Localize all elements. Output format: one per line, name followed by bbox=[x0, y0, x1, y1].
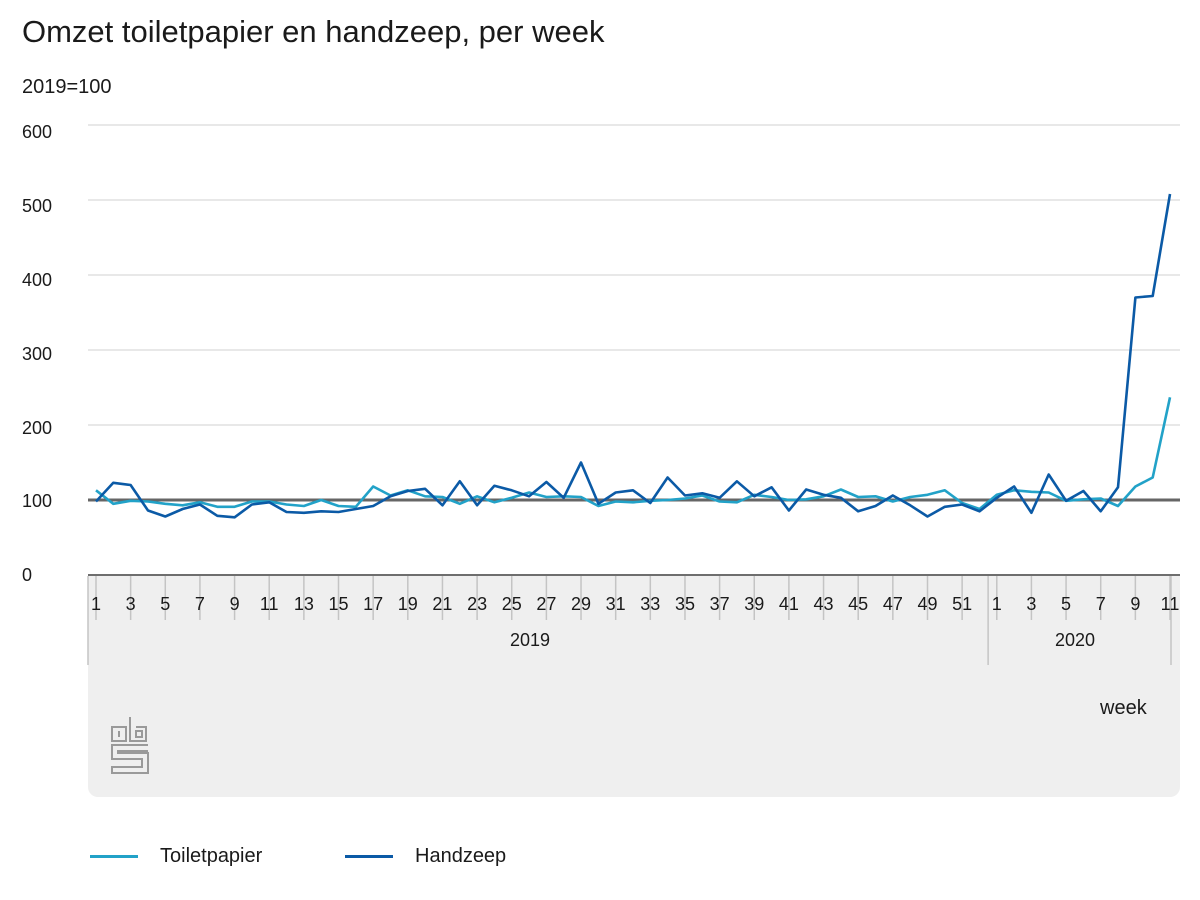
y-tick-label: 400 bbox=[22, 270, 53, 290]
x-axis-panel bbox=[88, 575, 1180, 797]
x-tick-label: 51 bbox=[952, 594, 973, 614]
x-tick-label: 43 bbox=[813, 594, 834, 614]
x-tick-label: 1 bbox=[90, 594, 102, 614]
x-tick-label: 3 bbox=[125, 594, 136, 614]
y-tick-label: 600 bbox=[22, 122, 53, 142]
x-tick-label: 11 bbox=[259, 594, 279, 614]
y-axis-unit: 2019=100 bbox=[22, 76, 112, 98]
chart-title: Omzet toiletpapier en handzeep, per week bbox=[22, 14, 605, 49]
x-tick-label: 33 bbox=[640, 594, 661, 614]
x-tick-label: 9 bbox=[229, 594, 240, 614]
x-tick-label: 9 bbox=[1130, 594, 1141, 614]
y-tick-label: 200 bbox=[22, 418, 53, 438]
x-tick-label: 29 bbox=[571, 594, 592, 614]
x-tick-label: 21 bbox=[432, 594, 453, 614]
x-tick-label: 17 bbox=[363, 594, 384, 614]
x-tick-label: 25 bbox=[501, 594, 522, 614]
y-tick-label: 100 bbox=[22, 491, 53, 511]
legend-label: Toiletpapier bbox=[160, 845, 263, 867]
x-tick-label: 49 bbox=[917, 594, 938, 614]
y-tick-label: 500 bbox=[22, 196, 53, 216]
x-tick-label: 19 bbox=[397, 594, 418, 614]
x-axis-title: week bbox=[1100, 697, 1147, 719]
series-line-toiletpapier bbox=[95, 397, 1172, 511]
x-tick-label: 5 bbox=[160, 594, 171, 614]
x-tick-label: 37 bbox=[709, 594, 730, 614]
x-tick-label: 3 bbox=[1026, 594, 1037, 614]
legend-item-handzeep[interactable]: Handzeep bbox=[345, 845, 506, 868]
x-tick-label: 27 bbox=[536, 594, 557, 614]
cbs-logo-icon bbox=[110, 715, 150, 780]
series-line-handzeep bbox=[95, 193, 1172, 519]
x-tick-label: 11 bbox=[1160, 594, 1180, 614]
x-ticks bbox=[87, 576, 1172, 665]
x-tick-label: 23 bbox=[467, 594, 488, 614]
legend-label: Handzeep bbox=[415, 845, 507, 867]
legend-item-toiletpapier[interactable]: Toiletpapier bbox=[90, 845, 262, 868]
y-tick-label: 0 bbox=[22, 565, 33, 585]
series-lines bbox=[95, 193, 1172, 519]
legend-swatch-handzeep bbox=[345, 855, 393, 858]
x-group-label-2019: 2019 bbox=[509, 630, 551, 650]
x-tick-label: 1 bbox=[991, 594, 1002, 614]
x-tick-label: 41 bbox=[778, 594, 799, 614]
x-tick-label: 47 bbox=[882, 594, 903, 614]
x-tick-label: 7 bbox=[194, 594, 205, 614]
x-tick-label: 13 bbox=[293, 594, 314, 614]
x-tick-label: 5 bbox=[1061, 594, 1072, 614]
x-group-label-2020: 2020 bbox=[1054, 630, 1096, 650]
y-tick-label: 300 bbox=[22, 344, 53, 364]
x-tick-label: 39 bbox=[744, 594, 765, 614]
x-tick-label: 15 bbox=[328, 594, 349, 614]
x-tick-label: 31 bbox=[605, 594, 626, 614]
gridlines bbox=[88, 124, 1180, 501]
legend-swatch-toiletpapier bbox=[90, 855, 138, 858]
x-tick-label: 35 bbox=[674, 594, 695, 614]
x-tick-label: 7 bbox=[1095, 594, 1106, 614]
x-tick-label: 45 bbox=[848, 594, 869, 614]
